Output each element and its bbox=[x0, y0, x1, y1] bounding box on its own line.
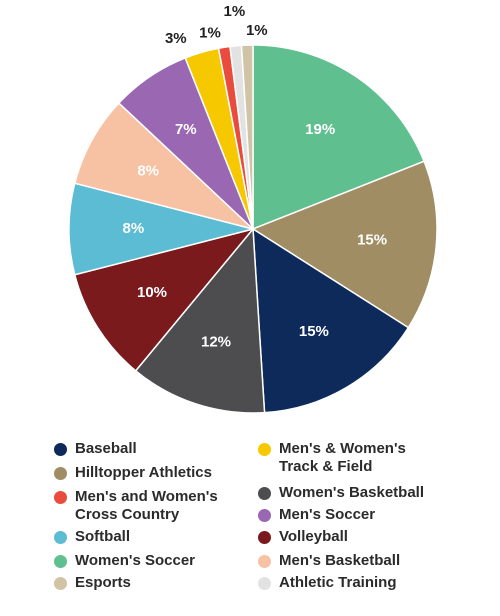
legend-label: Men's and Women's Cross Country bbox=[75, 488, 218, 523]
legend-swatch bbox=[258, 443, 271, 456]
legend-item-women-s-soccer: Women's Soccer bbox=[54, 552, 195, 570]
legend-item-women-s-basketball: Women's Basketball bbox=[258, 484, 424, 502]
legend-label: Athletic Training bbox=[279, 574, 397, 591]
slice-label-men-s-soccer: 7% bbox=[175, 121, 197, 138]
legend-label: Softball bbox=[75, 528, 130, 545]
legend-item-softball: Softball bbox=[54, 528, 130, 546]
pie-slice-women-s-soccer bbox=[252, 44, 426, 231]
slice-label-softball: 8% bbox=[123, 220, 145, 237]
legend-swatch bbox=[258, 555, 271, 568]
legend-swatch bbox=[258, 531, 271, 544]
pie-labels: 19%15%15%12%10%8%8%7%3% 1%1%1% bbox=[123, 3, 388, 351]
legend-label: Hilltopper Athletics bbox=[75, 464, 212, 481]
pie-slices bbox=[68, 44, 438, 414]
pie-slice-esports bbox=[240, 44, 254, 230]
legend-label: Men's Basketball bbox=[279, 552, 401, 569]
legend-item-men-s-basketball: Men's Basketball bbox=[258, 552, 400, 570]
legend-item-hilltopper-athletics: Hilltopper Athletics bbox=[54, 464, 212, 482]
pie-slice-baseball bbox=[252, 227, 410, 414]
slice-label-men-s-basketball: 8% bbox=[137, 162, 159, 179]
legend-label: Women's Basketball bbox=[279, 484, 425, 501]
legend-label: Volleyball bbox=[279, 528, 348, 545]
legend-swatch bbox=[258, 577, 271, 590]
pie-slice-men-s-basketball bbox=[73, 101, 254, 230]
legend-swatch bbox=[54, 555, 67, 568]
legend-item-baseball: Baseball bbox=[54, 440, 137, 458]
slice-label-women-s-soccer: 19% bbox=[305, 121, 335, 138]
pie-chart: 19%15%15%12%10%8%8%7%3% 1%1%1% bbox=[68, 3, 438, 414]
legend-label: Esports bbox=[75, 574, 131, 591]
legend-label: Men's Soccer bbox=[279, 506, 376, 523]
slice-label-esports: 1% bbox=[246, 22, 268, 39]
legend-label: Women's Soccer bbox=[75, 552, 195, 569]
slice-label-men-s-and-women-s-cross-country: 1% bbox=[199, 24, 221, 41]
legend-item-esports: Esports bbox=[54, 574, 131, 592]
slice-label-men-s-women-s-track-field: 3% bbox=[165, 30, 187, 47]
pie-slice-hilltopper-athletics bbox=[251, 160, 438, 329]
legend-label: Baseball bbox=[75, 440, 137, 457]
pie-slice-softball bbox=[68, 182, 254, 276]
legend-swatch bbox=[258, 509, 271, 522]
legend-swatch bbox=[54, 531, 67, 544]
legend-item-men-s-and-women-s-cross-country: Men's and Women's Cross Country bbox=[54, 488, 218, 524]
legend-swatch bbox=[54, 577, 67, 590]
slice-label-baseball: 15% bbox=[299, 323, 329, 340]
slice-label-hilltopper-athletics: 15% bbox=[357, 231, 387, 248]
legend-item-athletic-training: Athletic Training bbox=[258, 574, 397, 592]
slice-label-athletic-training: 1% bbox=[224, 3, 246, 20]
pie-slice-volleyball bbox=[73, 227, 256, 372]
chart-legend: Baseball Hilltopper Athletics Men's and Wo… bbox=[44, 440, 474, 600]
legend-swatch bbox=[54, 467, 67, 480]
legend-swatch bbox=[258, 487, 271, 500]
legend-item-volleyball: Volleyball bbox=[258, 528, 348, 546]
legend-swatch bbox=[54, 491, 67, 504]
legend-item-men-s-soccer: Men's Soccer bbox=[258, 506, 375, 524]
legend-swatch bbox=[54, 443, 67, 456]
slice-label-volleyball: 10% bbox=[137, 284, 167, 301]
legend-label: Men's & Women's Track & Field bbox=[279, 440, 406, 475]
slice-label-women-s-basketball: 12% bbox=[201, 334, 231, 351]
pie-slice-women-s-basketball bbox=[134, 227, 266, 414]
legend-item-men-s-women-s-track-field: Men's & Women's Track & Field bbox=[258, 440, 406, 476]
